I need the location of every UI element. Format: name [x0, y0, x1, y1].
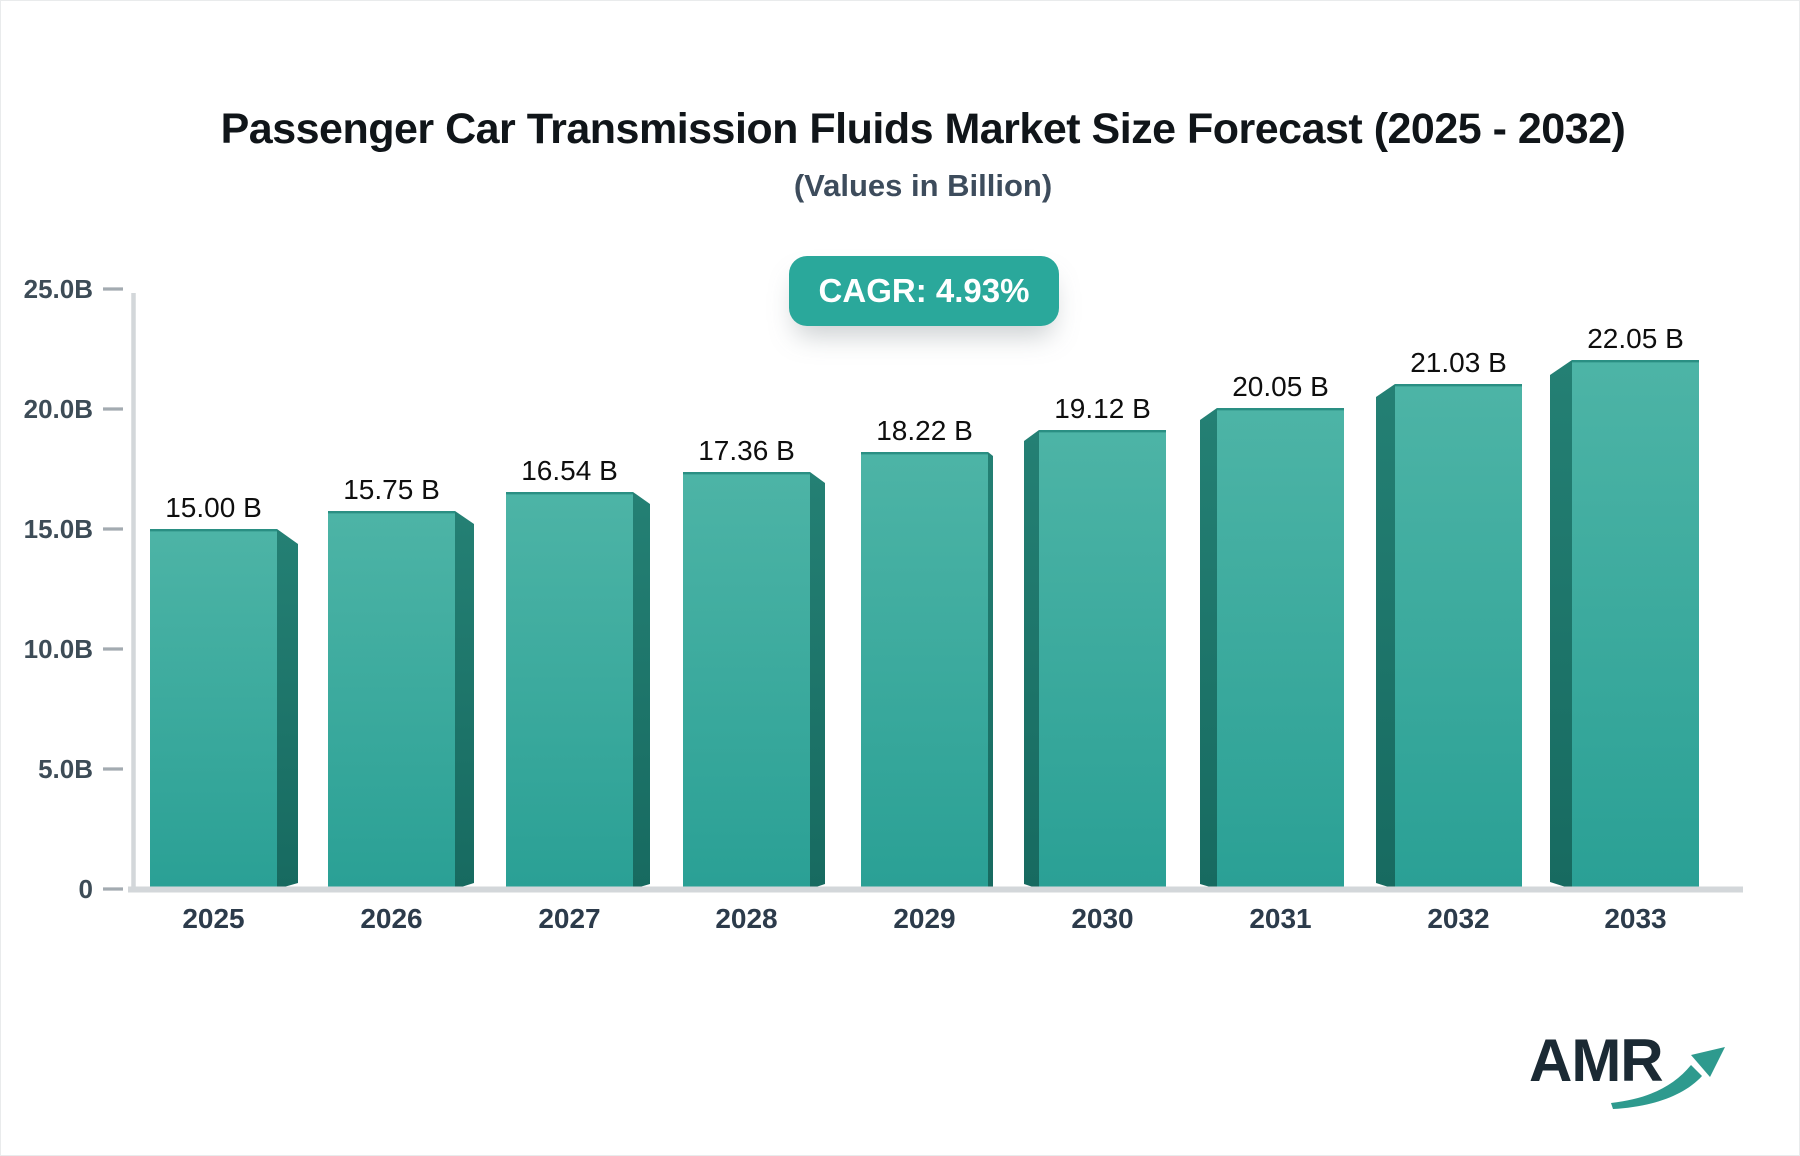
x-tick-label-2031: 2031 — [1249, 903, 1311, 934]
bar-side-2030 — [1024, 430, 1039, 889]
y-tick-label-25.0B: 25.0B — [24, 274, 93, 304]
chart-subtitle: (Values in Billion) — [793, 168, 1053, 203]
bar-side-2033 — [1550, 360, 1572, 889]
bar-2033 — [1572, 360, 1699, 889]
bar-2029 — [861, 452, 988, 889]
x-tick-label-2025: 2025 — [182, 903, 244, 934]
x-tick-label-2033: 2033 — [1604, 903, 1666, 934]
x-tick-label-2030: 2030 — [1071, 903, 1133, 934]
bar-side-2027 — [633, 492, 650, 889]
y-tick-label-20.0B: 20.0B — [24, 394, 93, 424]
arrow-head — [1691, 1047, 1725, 1077]
x-tick-label-2028: 2028 — [715, 903, 777, 934]
y-tick-label-0: 0 — [79, 874, 93, 904]
bar-side-2031 — [1200, 408, 1217, 889]
y-tick-label-5.0B: 5.0B — [38, 754, 93, 784]
x-tick-label-2029: 2029 — [893, 903, 955, 934]
bar-2028 — [683, 472, 810, 889]
x-tick-label-2027: 2027 — [538, 903, 600, 934]
chart-title: Passenger Car Transmission Fluids Market… — [220, 105, 1626, 153]
value-label-2028: 17.36 B — [698, 435, 795, 466]
bar-side-2025 — [277, 529, 298, 889]
value-label-2027: 16.54 B — [521, 455, 618, 486]
amr-logo: AMR — [1529, 1031, 1739, 1126]
value-label-2033: 22.05 B — [1587, 323, 1684, 354]
value-label-2026: 15.75 B — [343, 474, 440, 505]
bar-2031 — [1217, 408, 1344, 889]
value-label-2025: 15.00 B — [165, 492, 262, 523]
bar-side-2026 — [455, 511, 474, 889]
bar-2027 — [506, 492, 633, 889]
value-label-2032: 21.03 B — [1410, 347, 1507, 378]
bar-2026 — [328, 511, 455, 889]
bar-side-2032 — [1376, 384, 1395, 889]
bar-2025 — [150, 529, 277, 889]
bar-2030 — [1039, 430, 1166, 889]
value-label-2030: 19.12 B — [1054, 393, 1151, 424]
bar-side-2028 — [810, 472, 825, 889]
logo-growth-arrow-icon — [1611, 1047, 1725, 1109]
value-label-2031: 20.05 B — [1232, 371, 1329, 402]
cagr-badge: CAGR: 4.93% — [789, 256, 1059, 326]
logo-text: AMR — [1529, 1027, 1664, 1094]
cagr-badge-label: CAGR: 4.93% — [818, 272, 1030, 309]
y-tick-label-10.0B: 10.0B — [24, 634, 93, 664]
value-label-2029: 18.22 B — [876, 415, 973, 446]
arrow-tail — [1611, 1065, 1702, 1109]
bar-2032 — [1395, 384, 1522, 889]
x-tick-label-2026: 2026 — [360, 903, 422, 934]
x-tick-label-2032: 2032 — [1427, 903, 1489, 934]
y-tick-label-15.0B: 15.0B — [24, 514, 93, 544]
bar-side-2029 — [988, 452, 993, 889]
